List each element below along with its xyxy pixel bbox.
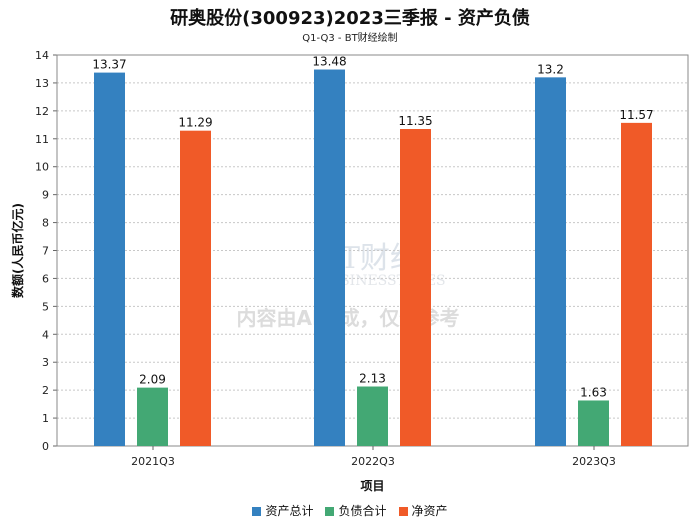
legend-label: 负债合计 bbox=[338, 504, 387, 518]
data-label: 13.48 bbox=[312, 55, 346, 69]
x-tick-label: 2022Q3 bbox=[351, 455, 395, 468]
y-tick-label: 5 bbox=[42, 300, 49, 313]
x-axis-label: 项目 bbox=[360, 479, 384, 493]
data-label: 13.37 bbox=[92, 58, 126, 72]
bar-负债合计-2023Q3 bbox=[578, 400, 609, 446]
y-tick-label: 0 bbox=[42, 440, 49, 453]
legend-swatch bbox=[398, 507, 408, 516]
chart-title: 研奥股份(300923)2023三季报 - 资产负债 bbox=[170, 8, 530, 29]
y-tick-label: 3 bbox=[42, 356, 49, 369]
y-tick-label: 8 bbox=[42, 217, 49, 230]
legend-label: 净资产 bbox=[411, 504, 448, 518]
y-tick-label: 4 bbox=[42, 328, 49, 341]
bar-净资产-2022Q3 bbox=[400, 129, 431, 446]
data-label: 2.13 bbox=[359, 372, 386, 386]
y-tick-label: 11 bbox=[35, 133, 49, 146]
data-label: 11.57 bbox=[619, 108, 653, 122]
y-tick-label: 7 bbox=[42, 245, 49, 258]
legend-swatch bbox=[252, 507, 262, 516]
bar-资产总计-2021Q3 bbox=[94, 72, 125, 446]
y-tick-label: 9 bbox=[42, 189, 49, 202]
data-label: 2.09 bbox=[139, 373, 166, 387]
legend: 资产总计 负债合计 净资产 bbox=[0, 502, 700, 519]
y-tick-label: 12 bbox=[35, 105, 49, 118]
y-tick-label: 2 bbox=[42, 384, 49, 397]
x-tick-label: 2023Q3 bbox=[572, 455, 616, 468]
bar-资产总计-2023Q3 bbox=[535, 77, 566, 446]
legend-item[interactable]: 净资产 bbox=[398, 504, 448, 518]
chart-subtitle: Q1-Q3 - BT财经绘制 bbox=[302, 33, 398, 44]
legend-label: 资产总计 bbox=[265, 504, 314, 518]
legend-swatch bbox=[325, 507, 335, 516]
y-tick-label: 6 bbox=[42, 272, 49, 285]
bar-负债合计-2021Q3 bbox=[137, 387, 168, 446]
y-tick-label: 10 bbox=[35, 161, 49, 174]
data-label: 11.29 bbox=[178, 116, 212, 130]
data-label: 1.63 bbox=[580, 385, 607, 399]
y-axis-label: 数额(人民币亿元) bbox=[10, 203, 25, 298]
y-tick-label: 1 bbox=[42, 412, 49, 425]
data-label: 13.2 bbox=[537, 62, 564, 76]
bar-净资产-2023Q3 bbox=[621, 122, 652, 447]
legend-item[interactable]: 负债合计 bbox=[325, 504, 387, 518]
x-tick-label: 2021Q3 bbox=[131, 455, 175, 468]
y-tick-label: 14 bbox=[35, 49, 49, 62]
data-label: 11.35 bbox=[398, 114, 432, 128]
y-tick-label: 13 bbox=[35, 77, 49, 90]
bar-净资产-2021Q3 bbox=[180, 130, 211, 446]
legend-item[interactable]: 资产总计 bbox=[252, 504, 313, 518]
bar-负债合计-2022Q3 bbox=[357, 386, 388, 446]
bar-资产总计-2022Q3 bbox=[314, 69, 345, 446]
